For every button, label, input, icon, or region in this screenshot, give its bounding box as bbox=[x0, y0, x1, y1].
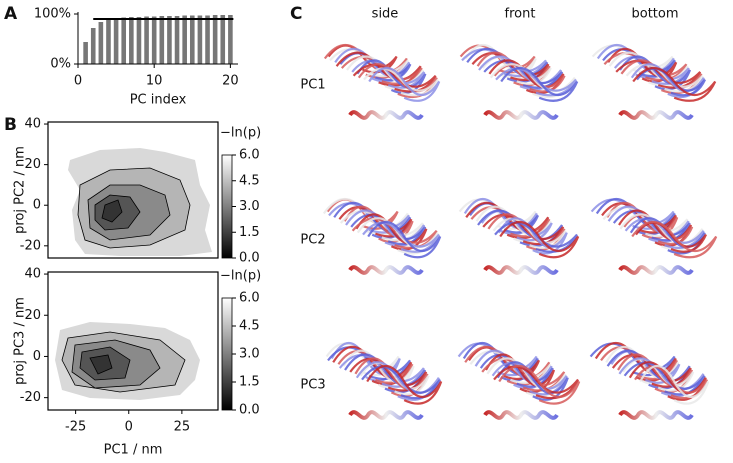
panel-label: B bbox=[4, 115, 17, 135]
x-tick-label: 0 bbox=[74, 74, 82, 89]
bar bbox=[167, 16, 172, 64]
y-tick-label: 40 bbox=[24, 267, 41, 282]
panel-label: C bbox=[290, 4, 302, 24]
y-tick-label: 0 bbox=[33, 349, 41, 364]
helix bbox=[483, 110, 559, 120]
colorbar bbox=[221, 154, 233, 259]
colorbar-tick-label: 3.0 bbox=[239, 347, 260, 362]
row-label: PC3 bbox=[300, 378, 325, 393]
bar bbox=[83, 42, 88, 64]
bar bbox=[151, 16, 157, 64]
row-label: PC2 bbox=[300, 233, 325, 248]
bar bbox=[212, 15, 218, 64]
x-tick-label: 0 bbox=[125, 420, 133, 435]
x-tick-label: -25 bbox=[65, 420, 86, 435]
helix bbox=[348, 265, 424, 275]
colorbar-tick-label: 1.5 bbox=[239, 375, 260, 390]
structure-image bbox=[325, 341, 443, 420]
bar bbox=[182, 15, 187, 64]
strand bbox=[639, 364, 710, 405]
helix bbox=[618, 110, 694, 120]
bar bbox=[106, 19, 111, 64]
helix bbox=[348, 410, 424, 420]
x-tick-label: 20 bbox=[222, 74, 239, 89]
structure-image bbox=[591, 43, 717, 120]
bar bbox=[113, 18, 119, 64]
column-label: bottom bbox=[631, 7, 678, 22]
bar bbox=[197, 15, 203, 64]
colorbar-tick-label: 6.0 bbox=[239, 291, 260, 306]
bar bbox=[98, 22, 104, 64]
structure-image bbox=[458, 197, 580, 275]
strand bbox=[499, 220, 580, 259]
y-tick-label: 20 bbox=[24, 308, 41, 323]
x-axis-label: PC1 / nm bbox=[104, 443, 163, 458]
structure-image bbox=[457, 341, 581, 420]
helix bbox=[483, 265, 559, 275]
plot-frame bbox=[47, 121, 219, 259]
contour-fill bbox=[55, 148, 212, 400]
colorbar bbox=[221, 297, 233, 411]
structure-image bbox=[589, 341, 710, 420]
strand bbox=[498, 364, 581, 405]
y-tick-label: 0 bbox=[33, 198, 41, 213]
strand bbox=[368, 66, 441, 102]
bar bbox=[205, 15, 210, 64]
colorbar-label: −ln(p) bbox=[220, 126, 261, 141]
x-tick-label: 10 bbox=[146, 74, 163, 89]
bar bbox=[228, 15, 233, 64]
bar bbox=[136, 17, 142, 64]
bar bbox=[90, 28, 96, 64]
helix bbox=[618, 265, 694, 275]
bar bbox=[121, 17, 127, 64]
column-label: front bbox=[505, 7, 536, 22]
colorbar-tick-label: 6.0 bbox=[239, 148, 260, 163]
y-tick-label: 100% bbox=[34, 7, 71, 22]
structure-image bbox=[323, 43, 441, 120]
colorbar-tick-label: 3.0 bbox=[239, 199, 260, 214]
colorbar-label: −ln(p) bbox=[220, 269, 261, 284]
bar bbox=[189, 15, 195, 64]
strand bbox=[631, 220, 718, 259]
y-tick-label: -20 bbox=[20, 238, 41, 253]
bar bbox=[174, 16, 180, 64]
helix bbox=[483, 410, 559, 420]
y-axis-label: proj PC3 / nm bbox=[13, 297, 28, 385]
y-tick-label: 0% bbox=[50, 57, 71, 72]
column-label: side bbox=[372, 7, 399, 22]
row-label: PC1 bbox=[300, 78, 325, 93]
y-tick-label: -20 bbox=[20, 390, 41, 405]
x-axis-label: PC index bbox=[130, 93, 187, 108]
colorbar-tick-label: 0.0 bbox=[239, 251, 260, 266]
structure-image bbox=[459, 43, 579, 120]
strand bbox=[500, 66, 579, 102]
bar bbox=[144, 16, 149, 64]
colorbar-tick-label: 1.5 bbox=[239, 225, 260, 240]
bar bbox=[129, 17, 134, 64]
helix bbox=[348, 110, 424, 120]
structure-image bbox=[590, 197, 718, 275]
bar bbox=[220, 15, 226, 64]
colorbar-tick-label: 4.5 bbox=[239, 173, 260, 188]
y-tick-label: 40 bbox=[24, 117, 41, 132]
panel-label: A bbox=[4, 4, 18, 24]
plot-frame bbox=[47, 271, 219, 411]
y-axis-label: proj PC2 / nm bbox=[13, 146, 28, 234]
x-tick-label: 25 bbox=[174, 420, 191, 435]
strand bbox=[366, 364, 443, 405]
y-tick-label: 20 bbox=[24, 157, 41, 172]
colorbar-tick-label: 0.0 bbox=[239, 403, 260, 418]
strand bbox=[632, 66, 717, 102]
helix bbox=[618, 410, 694, 420]
bar bbox=[159, 16, 165, 64]
strand bbox=[367, 220, 442, 259]
colorbar-tick-label: 4.5 bbox=[239, 319, 260, 334]
structure-image bbox=[322, 197, 442, 275]
